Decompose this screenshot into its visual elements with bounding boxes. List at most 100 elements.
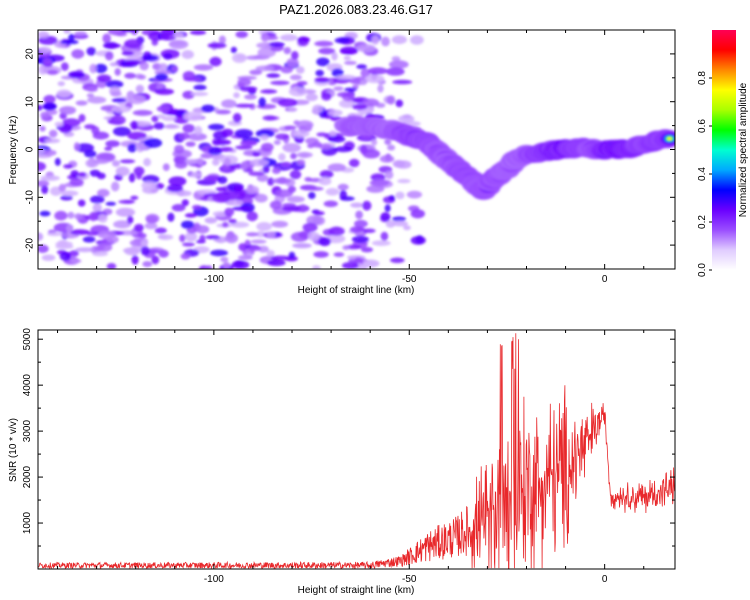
noise-blob (54, 210, 68, 221)
figure-title: PAZ1.2026.083.23.46.G17 (279, 2, 433, 17)
noise-blob (278, 153, 286, 162)
noise-blob (69, 178, 84, 186)
noise-blob (94, 63, 108, 74)
noise-blob (104, 51, 114, 61)
noise-blob (127, 94, 146, 105)
noise-blob (183, 111, 203, 122)
noise-blob (180, 253, 191, 260)
noise-blob (210, 249, 228, 257)
snr-y-ticks: 1000 2000 3000 4000 5000 (22, 328, 675, 547)
noise-blob (127, 131, 147, 141)
noise-blob (58, 183, 67, 192)
noise-blob (267, 231, 276, 238)
noise-blob (238, 243, 247, 252)
noise-blob (105, 201, 117, 206)
colorbar: 0.0 0.2 0.4 0.6 0.8 Normalized spectral ampl… (697, 30, 749, 277)
noise-blob (194, 125, 203, 136)
noise-blob (139, 61, 149, 71)
noise-blob (336, 74, 356, 80)
spectrogram-y-ticks: -20 -10 0 10 20 (25, 29, 675, 270)
noise-blob (333, 86, 344, 91)
noise-blob (297, 36, 311, 43)
noise-blob (63, 30, 71, 34)
noise-blob (388, 195, 396, 201)
noise-blob (327, 109, 343, 117)
noise-blob (110, 115, 126, 125)
noise-blob (68, 71, 83, 79)
noise-blob (158, 234, 174, 240)
noise-blob (59, 106, 77, 115)
noise-blob (386, 67, 405, 76)
ridge-cell (667, 137, 672, 141)
noise-blob (380, 212, 391, 222)
noise-blob (38, 180, 50, 187)
noise-blob (224, 233, 239, 244)
noise-blob (112, 126, 131, 137)
spectrogram-x-label: Height of straight line (km) (298, 285, 415, 296)
noise-blob (151, 255, 160, 265)
noise-blob (90, 195, 105, 204)
noise-blob (162, 115, 177, 122)
noise-blob (339, 46, 359, 55)
noise-blob (113, 220, 132, 229)
noise-blob (327, 163, 346, 172)
noise-blob (249, 158, 269, 167)
noise-blob (328, 226, 345, 236)
noise-blob (391, 56, 401, 62)
noise-blob (348, 158, 360, 168)
noise-blob (115, 207, 136, 217)
noise-blob (104, 146, 113, 151)
snr-y-label: SNR (10 * v/v) (8, 418, 19, 482)
noise-blob (124, 59, 141, 65)
noise-blob (115, 166, 130, 177)
noise-blob (233, 92, 240, 99)
noise-blob (362, 149, 381, 159)
noise-blob (342, 262, 359, 269)
noise-blob (168, 39, 189, 50)
noise-blob (364, 74, 385, 84)
noise-blob (248, 171, 265, 177)
x-tick-label: 0 (602, 274, 608, 285)
noise-blob (144, 222, 158, 230)
colorbar-tick-label: 0.4 (697, 167, 708, 181)
noise-blob (77, 172, 87, 177)
noise-blob (354, 219, 368, 228)
noise-blob (333, 252, 345, 257)
noise-blob (41, 185, 49, 194)
noise-blob (336, 91, 353, 98)
noise-blob (41, 254, 56, 261)
noise-blob (270, 255, 291, 261)
noise-blob (296, 159, 306, 166)
noise-blob (87, 96, 107, 104)
noise-blob (130, 120, 139, 130)
noise-blob (390, 257, 405, 264)
y-tick-label: 0 (25, 146, 36, 152)
noise-blob (334, 37, 350, 44)
noise-blob (120, 30, 140, 33)
noise-blob (204, 217, 218, 224)
noise-blob (392, 216, 406, 222)
noise-blob (344, 60, 357, 65)
noise-blob (134, 223, 144, 232)
noise-blob (106, 263, 117, 269)
noise-blob (230, 46, 237, 54)
noise-blob (235, 145, 253, 150)
noise-blob (296, 81, 308, 86)
noise-blob (270, 80, 290, 86)
noise-blob (286, 57, 299, 68)
noise-blob (266, 73, 281, 78)
colorbar-tick-label: 0.8 (697, 71, 708, 85)
noise-blob (379, 155, 395, 163)
noise-blob (111, 98, 127, 103)
noise-blob (403, 225, 411, 231)
noise-blob (78, 114, 86, 123)
noise-blob (318, 237, 331, 247)
noise-blob (234, 185, 243, 192)
noise-blob (234, 129, 254, 138)
noise-blob (56, 89, 72, 98)
noise-blob (222, 261, 231, 269)
noise-blob (360, 80, 367, 86)
noise-blob (181, 199, 189, 207)
noise-blob (232, 113, 242, 123)
noise-blob (369, 179, 389, 187)
